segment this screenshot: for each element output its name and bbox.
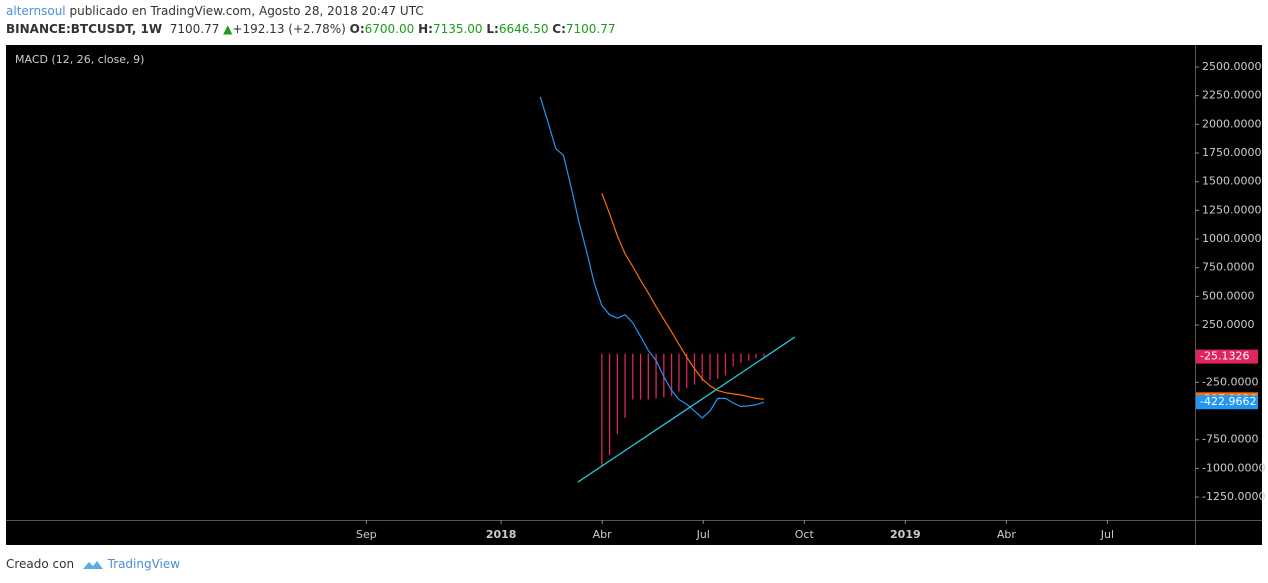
y-tick-label: 1750.0000 bbox=[1202, 146, 1262, 159]
high: 7135.00 bbox=[432, 22, 483, 36]
y-tick-label: 2500.0000 bbox=[1202, 60, 1262, 73]
brand[interactable]: TradingView bbox=[107, 557, 181, 571]
l-label: L: bbox=[486, 22, 499, 36]
arrow: ▲ bbox=[223, 22, 233, 36]
close: 7100.77 bbox=[565, 22, 616, 36]
logo bbox=[82, 560, 103, 569]
macd-line bbox=[539, 96, 765, 419]
y-tick-label: -750.0000 bbox=[1202, 433, 1258, 446]
last-value-label: -397.8336 bbox=[1200, 392, 1256, 405]
x-tick-label: Abr bbox=[593, 528, 613, 541]
last-value-box bbox=[1196, 392, 1258, 407]
h-label: H: bbox=[418, 22, 433, 36]
y-tick-label: 1500.0000 bbox=[1202, 175, 1262, 188]
footer: Creado con TradingView bbox=[6, 557, 180, 571]
y-tick-label: 750.0000 bbox=[1202, 261, 1255, 274]
open: 6700.00 bbox=[364, 22, 415, 36]
last-value-box bbox=[1196, 349, 1258, 364]
y-tick-label: -1000.0000 bbox=[1202, 461, 1265, 474]
o-label: O: bbox=[349, 22, 365, 36]
published: publicado en TradingView.com, Agosto 28,… bbox=[69, 4, 424, 18]
symbol-line: BINANCE:BTCUSDT, 1W 7100.77 ▲+192.13 (+2… bbox=[6, 22, 616, 36]
c-label: C: bbox=[552, 22, 566, 36]
x-tick-label: 2019 bbox=[890, 528, 921, 541]
x-tick-label: 2018 bbox=[486, 528, 517, 541]
y-tick-label: -250.0000 bbox=[1202, 375, 1258, 388]
trendline bbox=[577, 336, 796, 483]
chart-background bbox=[6, 45, 1262, 545]
last-value-label: -25.1326 bbox=[1200, 350, 1249, 363]
x-tick-label: Sep bbox=[356, 528, 377, 541]
low: 6646.50 bbox=[498, 22, 549, 36]
y-tick-label: 250.0000 bbox=[1202, 318, 1255, 331]
x-tick-label: Jul bbox=[1100, 528, 1114, 541]
y-tick-label: 2000.0000 bbox=[1202, 117, 1262, 130]
y-tick-label: 2250.0000 bbox=[1202, 89, 1262, 102]
last-value-box bbox=[1196, 395, 1258, 410]
x-tick-label: Oct bbox=[795, 528, 815, 541]
last-value-label: -422.9662 bbox=[1200, 395, 1256, 408]
macd-line bbox=[601, 192, 764, 400]
author[interactable]: alternsoul bbox=[6, 4, 66, 18]
last: 7100.77 bbox=[169, 22, 220, 36]
y-tick-label: 1000.0000 bbox=[1202, 232, 1262, 245]
x-tick-label: Abr bbox=[997, 528, 1017, 541]
header-line: alternsoul publicado en TradingView.com,… bbox=[6, 4, 424, 18]
x-tick-label: Jul bbox=[696, 528, 710, 541]
y-tick-label: 500.0000 bbox=[1202, 289, 1255, 302]
symbol: BINANCE:BTCUSDT, 1W bbox=[6, 22, 163, 36]
change: +192.13 (+2.78%) bbox=[232, 22, 346, 36]
y-tick-label: -1250.0000 bbox=[1202, 490, 1265, 503]
indicator-title: MACD (12, 26, close, 9) bbox=[15, 53, 144, 66]
y-tick-label: 1250.0000 bbox=[1202, 203, 1262, 216]
created: Creado con bbox=[6, 557, 75, 571]
